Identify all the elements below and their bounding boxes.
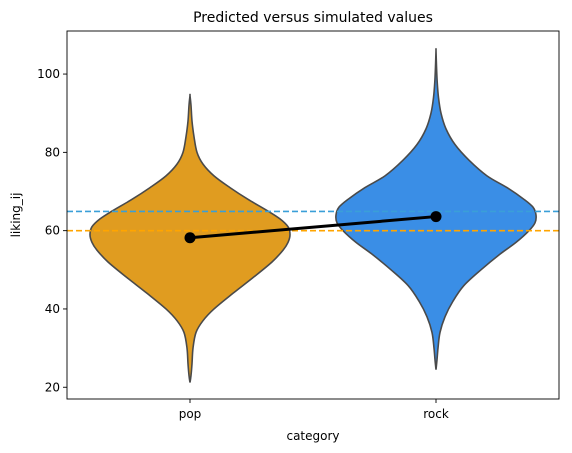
- y-tick-label-40: 40: [45, 302, 60, 316]
- mean-point-pop: [184, 232, 196, 244]
- x-tick-label-rock: rock: [423, 407, 449, 421]
- axes: 20 40 60 80 100 pop rock: [37, 30, 560, 421]
- plot-area: [67, 47, 559, 383]
- y-tick-label-60: 60: [45, 224, 60, 238]
- x-axis-label: category: [286, 429, 339, 443]
- y-tick-label-80: 80: [45, 145, 60, 159]
- y-tick-label-100: 100: [37, 67, 60, 81]
- x-tick-label-pop: pop: [179, 407, 202, 421]
- mean-point-rock: [430, 211, 442, 223]
- plot-frame: [66, 30, 560, 400]
- violin-rock: [335, 47, 537, 370]
- y-tick-label-20: 20: [45, 380, 60, 394]
- y-axis-label: liking_ij: [9, 193, 23, 238]
- mean-line: [189, 215, 437, 240]
- chart-title: Predicted versus simulated values: [193, 10, 433, 26]
